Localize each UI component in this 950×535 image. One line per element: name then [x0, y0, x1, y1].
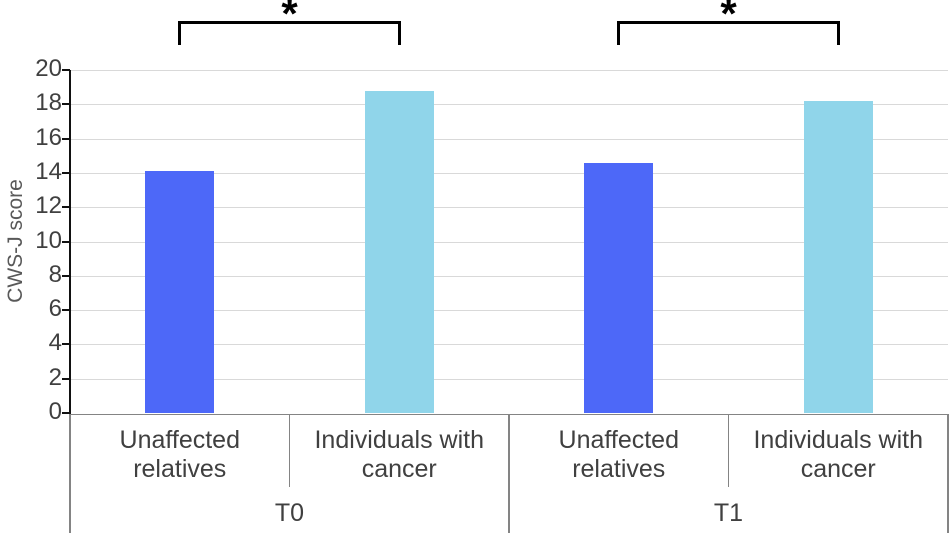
- y-axis-tick: [62, 240, 70, 243]
- y-tick-label: 14: [35, 157, 62, 185]
- y-tick-label: 6: [48, 295, 62, 323]
- group-label: T1: [713, 498, 744, 527]
- y-tick-label: 0: [48, 398, 62, 426]
- y-axis-tick: [62, 412, 70, 414]
- bar-unaffected-relatives: [145, 171, 215, 413]
- gridline: [71, 104, 948, 106]
- y-tick-label: 8: [48, 260, 62, 288]
- gridline: [71, 70, 948, 71]
- y-tick-label: 12: [35, 192, 62, 220]
- y-tick-label: 4: [48, 329, 62, 357]
- axis-band-divider: [508, 414, 510, 533]
- y-tick-label: 18: [35, 89, 62, 117]
- y-axis-tick: [62, 343, 70, 346]
- significance-bracket: [178, 21, 401, 45]
- significance-asterisk: *: [720, 0, 737, 37]
- category-label: Individuals with cancer: [314, 425, 485, 484]
- category-divider: [288, 414, 291, 487]
- category-divider: [727, 414, 730, 487]
- axis-band-divider: [69, 414, 71, 533]
- gridline: [71, 241, 948, 243]
- gridline: [71, 310, 948, 312]
- gridline: [71, 378, 948, 380]
- gridline: [71, 275, 948, 277]
- y-tick-label: 16: [35, 123, 62, 151]
- group-label: T0: [274, 498, 305, 527]
- y-axis-tick: [62, 69, 70, 71]
- y-axis-tick: [62, 103, 70, 106]
- y-tick-label: 10: [35, 226, 62, 254]
- y-axis-line: [68, 70, 71, 415]
- y-axis-tick: [62, 274, 70, 277]
- y-axis-tick: [62, 171, 70, 174]
- y-axis-tick: [62, 206, 70, 209]
- category-label: Unaffected relatives: [558, 425, 679, 484]
- category-label: Individuals with cancer: [753, 425, 924, 484]
- y-tick-label: 20: [35, 55, 62, 83]
- category-label: Unaffected relatives: [119, 425, 240, 484]
- axis-band-divider: [947, 414, 949, 533]
- y-axis-tick: [62, 137, 70, 140]
- bar-individuals-with-cancer: [803, 100, 873, 413]
- significance-asterisk: *: [281, 0, 298, 37]
- y-axis-tick: [62, 309, 70, 312]
- gridline: [71, 344, 948, 346]
- significance-bracket: [617, 21, 840, 45]
- gridline: [71, 138, 948, 140]
- bar-individuals-with-cancer: [364, 90, 434, 413]
- gridline: [71, 172, 948, 174]
- gridline: [71, 207, 948, 209]
- bar-unaffected-relatives: [584, 162, 654, 413]
- y-tick-label: 2: [48, 363, 62, 391]
- y-axis-tick: [62, 377, 70, 380]
